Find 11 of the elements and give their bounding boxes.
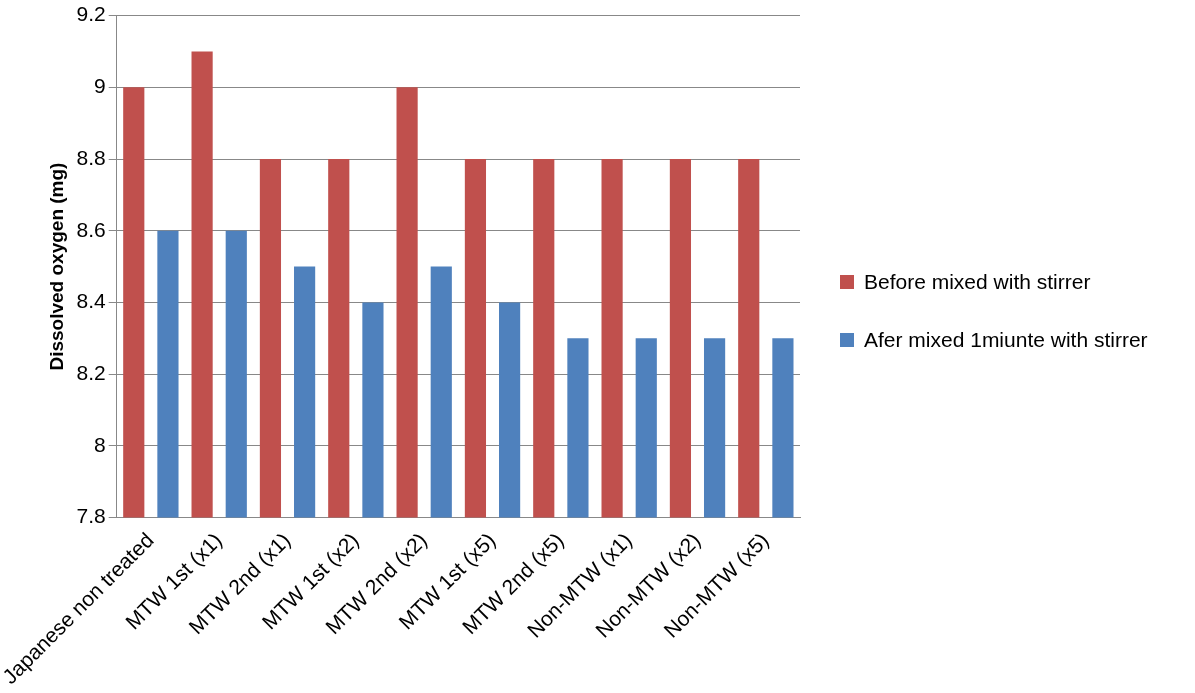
- y-tick-label: 9.2: [76, 2, 106, 26]
- y-tick-label: 8.8: [76, 145, 106, 169]
- legend-label: Afer mixed 1miunte with stirrer: [864, 328, 1148, 352]
- y-tick-label: 8.2: [76, 360, 106, 384]
- y-tick-label: 7.8: [76, 504, 106, 528]
- legend-label: Before mixed with stirrer: [864, 270, 1091, 294]
- y-axis-title: Dissolved oxygen (mg): [46, 162, 68, 371]
- y-tick-label: 9: [94, 74, 106, 98]
- y-tick-label: 8.4: [76, 289, 106, 313]
- y-tick-label: 8.6: [76, 217, 106, 241]
- y-tick-label: 8: [94, 432, 106, 456]
